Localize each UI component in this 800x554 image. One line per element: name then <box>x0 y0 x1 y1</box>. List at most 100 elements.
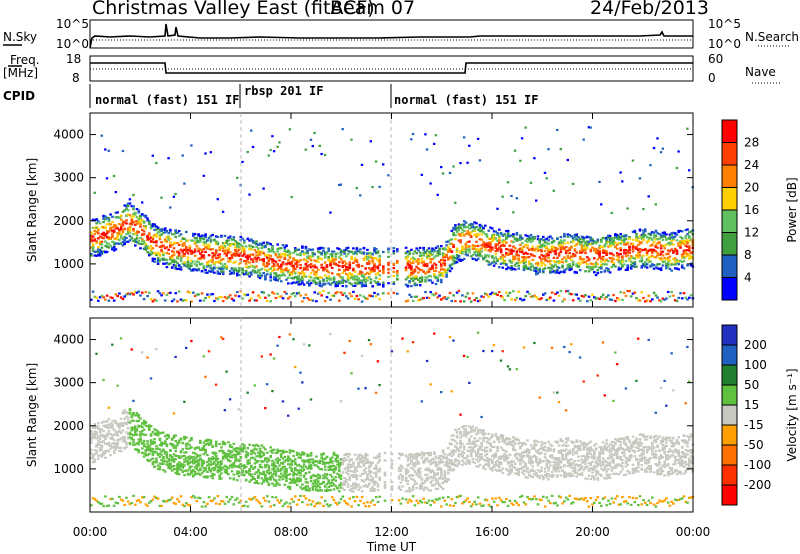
data-cell <box>195 238 199 241</box>
data-cell <box>332 278 336 281</box>
data-cell <box>172 253 176 256</box>
data-cell <box>313 281 316 284</box>
data-cell <box>364 297 367 300</box>
data-cell <box>540 297 543 300</box>
data-cell <box>649 300 652 303</box>
data-cell <box>195 269 199 272</box>
data-cell <box>408 250 411 253</box>
data-cell <box>271 269 274 272</box>
data-cell <box>410 248 413 251</box>
data-cell <box>406 299 410 302</box>
data-cell <box>596 258 600 261</box>
data-cell <box>651 238 654 241</box>
data-cell <box>199 252 202 255</box>
data-cell <box>126 204 130 208</box>
data-cell <box>638 177 642 180</box>
data-cell <box>158 230 162 233</box>
data-cell <box>218 256 221 259</box>
data-cell <box>566 289 570 292</box>
data-cell <box>232 299 236 302</box>
data-cell <box>297 291 301 294</box>
data-cell <box>438 260 441 263</box>
data-cell <box>181 254 185 257</box>
data-cell <box>112 229 116 232</box>
data-cell <box>206 475 209 478</box>
data-cell <box>225 254 228 257</box>
data-cell <box>556 247 559 250</box>
data-cell <box>185 239 188 242</box>
data-cell <box>142 428 146 431</box>
data-cell <box>645 251 649 255</box>
data-cell <box>165 251 169 254</box>
data-cell <box>575 293 578 296</box>
data-cell <box>116 433 119 437</box>
data-cell <box>299 294 302 297</box>
data-cell <box>206 271 209 274</box>
data-cell <box>119 228 123 231</box>
data-cell <box>248 469 251 472</box>
data-cell <box>193 241 197 244</box>
data-cell <box>185 436 188 439</box>
data-cell <box>464 295 468 298</box>
data-cell <box>318 276 322 279</box>
data-cell <box>473 228 476 231</box>
data-cell <box>517 254 520 257</box>
data-cell <box>496 207 499 210</box>
data-cell <box>480 255 483 258</box>
data-cell <box>517 290 520 293</box>
data-cell <box>350 250 353 253</box>
data-cell <box>468 245 471 248</box>
data-cell <box>352 267 355 270</box>
data-cell <box>448 248 452 251</box>
data-cell <box>343 292 346 295</box>
data-cell <box>454 201 457 204</box>
data-cell <box>264 499 267 502</box>
data-cell <box>582 258 586 261</box>
data-cell <box>382 250 385 254</box>
data-cell <box>290 293 294 296</box>
data-cell <box>304 245 308 249</box>
data-cell <box>95 227 98 230</box>
data-cell <box>536 262 540 265</box>
data-cell <box>156 252 160 255</box>
data-cell <box>329 253 332 256</box>
data-cell <box>301 279 304 282</box>
data-cell <box>218 253 221 256</box>
data-cell <box>527 260 531 263</box>
data-cell <box>146 295 149 298</box>
data-cell <box>206 264 209 267</box>
data-cell <box>186 262 190 265</box>
data-cell <box>116 227 119 230</box>
data-cell <box>162 228 165 231</box>
data-cell <box>125 240 128 243</box>
data-cell <box>183 299 186 302</box>
data-cell <box>179 233 183 236</box>
data-cell <box>183 264 186 267</box>
data-cell <box>128 239 132 242</box>
data-cell <box>90 235 93 238</box>
data-cell <box>158 448 162 451</box>
data-cell <box>118 426 121 429</box>
data-cell <box>387 282 390 285</box>
data-cell <box>243 253 246 256</box>
data-cell <box>491 246 494 249</box>
data-cell <box>207 260 211 264</box>
data-cell <box>162 262 165 265</box>
data-cell <box>469 300 473 303</box>
data-cell <box>480 233 483 236</box>
data-cell <box>116 242 119 245</box>
data-cell <box>680 237 684 240</box>
data-cell <box>211 233 214 236</box>
data-cell <box>98 222 102 225</box>
data-cell <box>257 252 260 255</box>
data-cell <box>132 215 135 218</box>
data-cell <box>517 264 520 267</box>
data-cell <box>105 229 109 233</box>
data-cell <box>570 293 573 296</box>
data-cell <box>97 232 100 235</box>
data-cell <box>334 255 338 258</box>
data-cell <box>281 261 285 264</box>
data-cell <box>216 243 220 246</box>
data-cell <box>373 262 376 266</box>
data-cell <box>243 248 246 251</box>
